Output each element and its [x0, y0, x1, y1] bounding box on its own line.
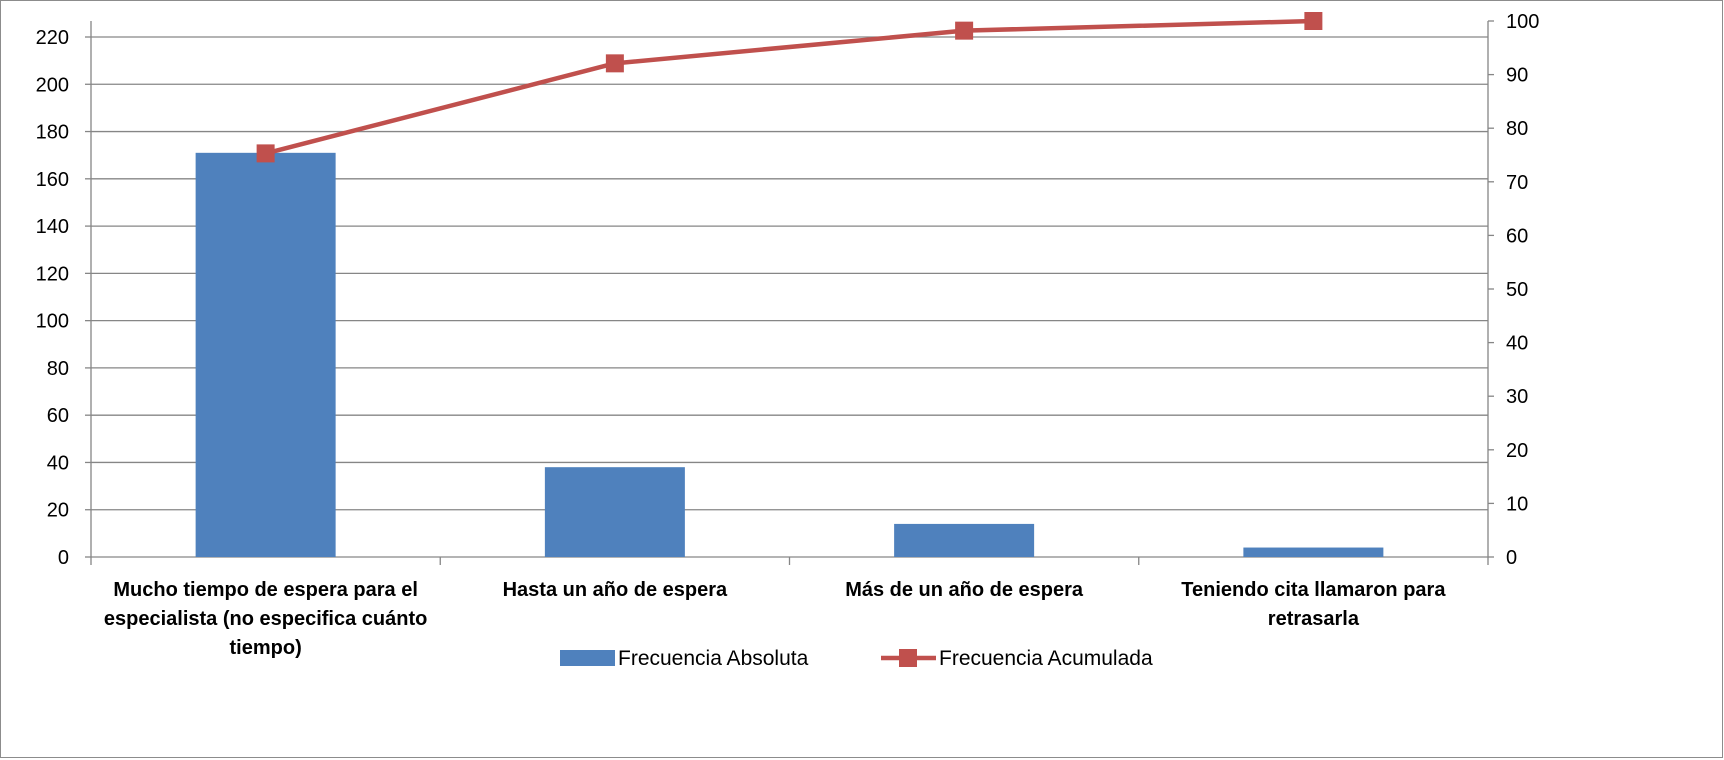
category-label: retrasarla	[1268, 608, 1360, 630]
right-tick-label: 100	[1506, 11, 1539, 33]
left-tick-label: 120	[36, 263, 69, 285]
right-tick-label: 60	[1506, 225, 1528, 247]
right-tick-label: 40	[1506, 333, 1528, 355]
bar-series	[195, 152, 1384, 557]
right-tick-label: 30	[1506, 386, 1528, 408]
left-tick-label: 100	[36, 311, 69, 333]
right-tick-label: 50	[1506, 279, 1528, 301]
left-tick-label: 40	[47, 452, 69, 474]
bar	[544, 467, 685, 557]
right-tick-label: 80	[1506, 118, 1528, 140]
bar	[894, 523, 1035, 557]
left-tick-label: 200	[36, 74, 69, 96]
category-label: Teniendo cita llamaron para	[1181, 579, 1446, 601]
category-label: especialista (no especifica cuánto	[104, 608, 427, 630]
right-tick-label: 70	[1506, 172, 1528, 194]
bar	[195, 152, 336, 557]
legend-label: Frecuencia Absoluta	[618, 647, 809, 670]
category-label: Hasta un año de espera	[503, 579, 728, 601]
line-series	[256, 12, 1323, 163]
right-axis-ticks: 0 10 20 30 40 50 60 70 80 90 100	[1506, 11, 1539, 569]
left-tick-label: 160	[36, 169, 69, 191]
left-tick-label: 60	[47, 405, 69, 427]
line-marker	[1304, 12, 1323, 30]
line-marker	[605, 54, 624, 73]
legend-bar-swatch	[560, 650, 615, 666]
left-axis-ticks: 0 20 40 60 80 100 120 140 160 180 200 220	[36, 27, 69, 569]
left-tick-label: 220	[36, 27, 69, 49]
bar	[1243, 547, 1384, 557]
legend-label: Frecuencia Acumulada	[939, 647, 1153, 670]
right-tick-label: 20	[1506, 440, 1528, 462]
category-label: Más de un año de espera	[845, 579, 1084, 601]
line-marker	[256, 144, 275, 163]
right-tick-label: 10	[1506, 493, 1528, 515]
left-tick-label: 80	[47, 358, 69, 380]
category-label: Mucho tiempo de espera para el	[113, 579, 418, 601]
legend: Frecuencia Absoluta Frecuencia Acumulada	[560, 647, 1153, 670]
right-tick-label: 90	[1506, 65, 1528, 87]
left-tick-label: 140	[36, 216, 69, 238]
category-labels: Mucho tiempo de espera para el especialis…	[104, 579, 1446, 659]
left-tick-label: 20	[47, 500, 69, 522]
left-tick-label: 180	[36, 122, 69, 144]
line-marker	[955, 21, 974, 40]
left-tick-label: 0	[58, 547, 69, 569]
cumulative-line	[265, 18, 1314, 156]
legend-marker-swatch	[899, 649, 917, 667]
category-label: tiempo)	[230, 637, 302, 659]
right-tick-label: 0	[1506, 547, 1517, 569]
